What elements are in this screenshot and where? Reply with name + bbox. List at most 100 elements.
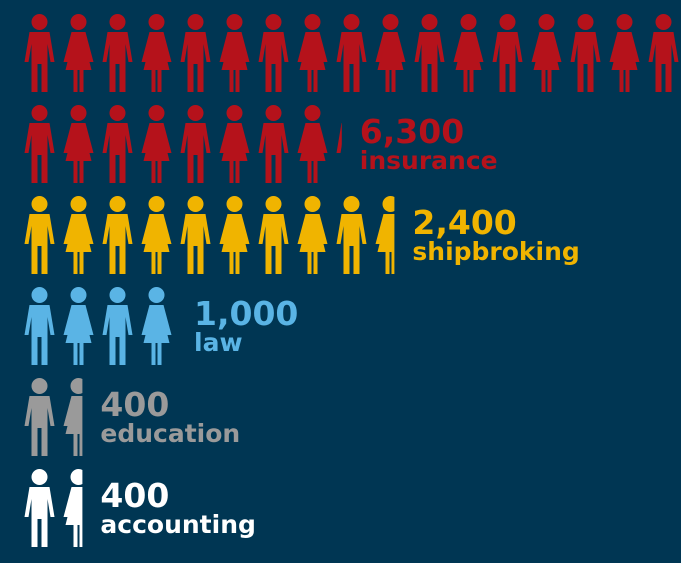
icon-head <box>382 196 395 212</box>
icon-head <box>226 196 243 212</box>
icon-body <box>531 32 562 92</box>
icon-head <box>343 196 360 212</box>
icon-body <box>141 123 172 183</box>
category-label: education <box>100 419 240 448</box>
icon-head <box>187 14 204 30</box>
icon-head <box>226 14 243 30</box>
icon-head <box>70 469 83 485</box>
icon-group <box>24 378 83 456</box>
icon-body <box>453 32 484 92</box>
icon-head <box>31 378 48 394</box>
icon-body <box>648 32 679 92</box>
icon-body <box>570 32 601 92</box>
icon-head <box>616 14 633 30</box>
icon-head <box>70 378 83 394</box>
icon-body <box>180 32 211 92</box>
icon-head <box>265 105 282 121</box>
icon-body <box>219 214 250 274</box>
icon-body <box>336 32 367 92</box>
icon-body <box>258 123 289 183</box>
icon-head <box>499 14 516 30</box>
icon-body <box>24 123 55 183</box>
icon-group <box>24 469 83 547</box>
value-label: 1,000 <box>194 294 298 333</box>
icon-group <box>24 196 395 274</box>
icon-body <box>219 32 250 92</box>
icon-body <box>492 32 523 92</box>
icon-head <box>577 14 594 30</box>
icon-body <box>180 123 211 183</box>
icon-head <box>343 14 360 30</box>
icon-body <box>102 305 133 365</box>
icon-head <box>538 14 555 30</box>
icon-head <box>304 105 321 121</box>
icon-head <box>187 196 204 212</box>
icon-head <box>109 105 126 121</box>
icon-body <box>609 32 640 92</box>
icon-body <box>63 487 83 547</box>
icon-body <box>102 214 133 274</box>
icon-head <box>31 287 48 303</box>
icon-group <box>24 14 679 183</box>
icon-head <box>70 105 87 121</box>
icon-body <box>375 214 395 274</box>
icon-head <box>148 105 165 121</box>
icon-head <box>148 196 165 212</box>
icon-body <box>63 305 94 365</box>
icon-body <box>297 32 328 92</box>
icon-body <box>24 214 55 274</box>
category-label: shipbroking <box>412 237 579 266</box>
icon-body <box>24 305 55 365</box>
icon-group <box>24 287 172 365</box>
icon-body <box>141 32 172 92</box>
icon-head <box>265 14 282 30</box>
icon-body <box>297 214 328 274</box>
value-label: 2,400 <box>412 203 516 242</box>
icon-body <box>219 123 250 183</box>
icon-head <box>109 196 126 212</box>
value-label: 400 <box>100 476 169 515</box>
icon-head <box>382 14 399 30</box>
icon-body <box>336 214 367 274</box>
value-label: 400 <box>100 385 169 424</box>
icon-head <box>70 14 87 30</box>
category-label: law <box>194 328 243 357</box>
icon-body <box>414 32 445 92</box>
icon-body <box>297 123 328 183</box>
icon-head <box>187 105 204 121</box>
icon-head <box>31 105 48 121</box>
icon-body <box>24 396 55 456</box>
icon-head <box>421 14 438 30</box>
icon-head <box>70 196 87 212</box>
icon-head <box>265 196 282 212</box>
value-label: 6,300 <box>360 112 464 151</box>
category-label: insurance <box>360 146 498 175</box>
icon-head <box>460 14 477 30</box>
icon-head <box>148 287 165 303</box>
icon-head <box>109 14 126 30</box>
icon-head <box>70 287 87 303</box>
category-label: accounting <box>100 510 256 539</box>
icon-body <box>63 214 94 274</box>
icon-head <box>31 469 48 485</box>
icon-body <box>102 123 133 183</box>
icon-body <box>63 32 94 92</box>
icon-body <box>180 214 211 274</box>
icon-body <box>258 214 289 274</box>
icon-head <box>655 14 672 30</box>
icon-head <box>31 196 48 212</box>
icon-body <box>63 123 94 183</box>
icon-head <box>109 287 126 303</box>
icon-head <box>148 14 165 30</box>
icon-head <box>226 105 243 121</box>
icon-head <box>31 14 48 30</box>
icon-head <box>304 14 321 30</box>
icon-body <box>102 32 133 92</box>
icon-body <box>141 214 172 274</box>
icon-body <box>375 32 406 92</box>
icon-body <box>24 32 55 92</box>
icon-head <box>304 196 321 212</box>
